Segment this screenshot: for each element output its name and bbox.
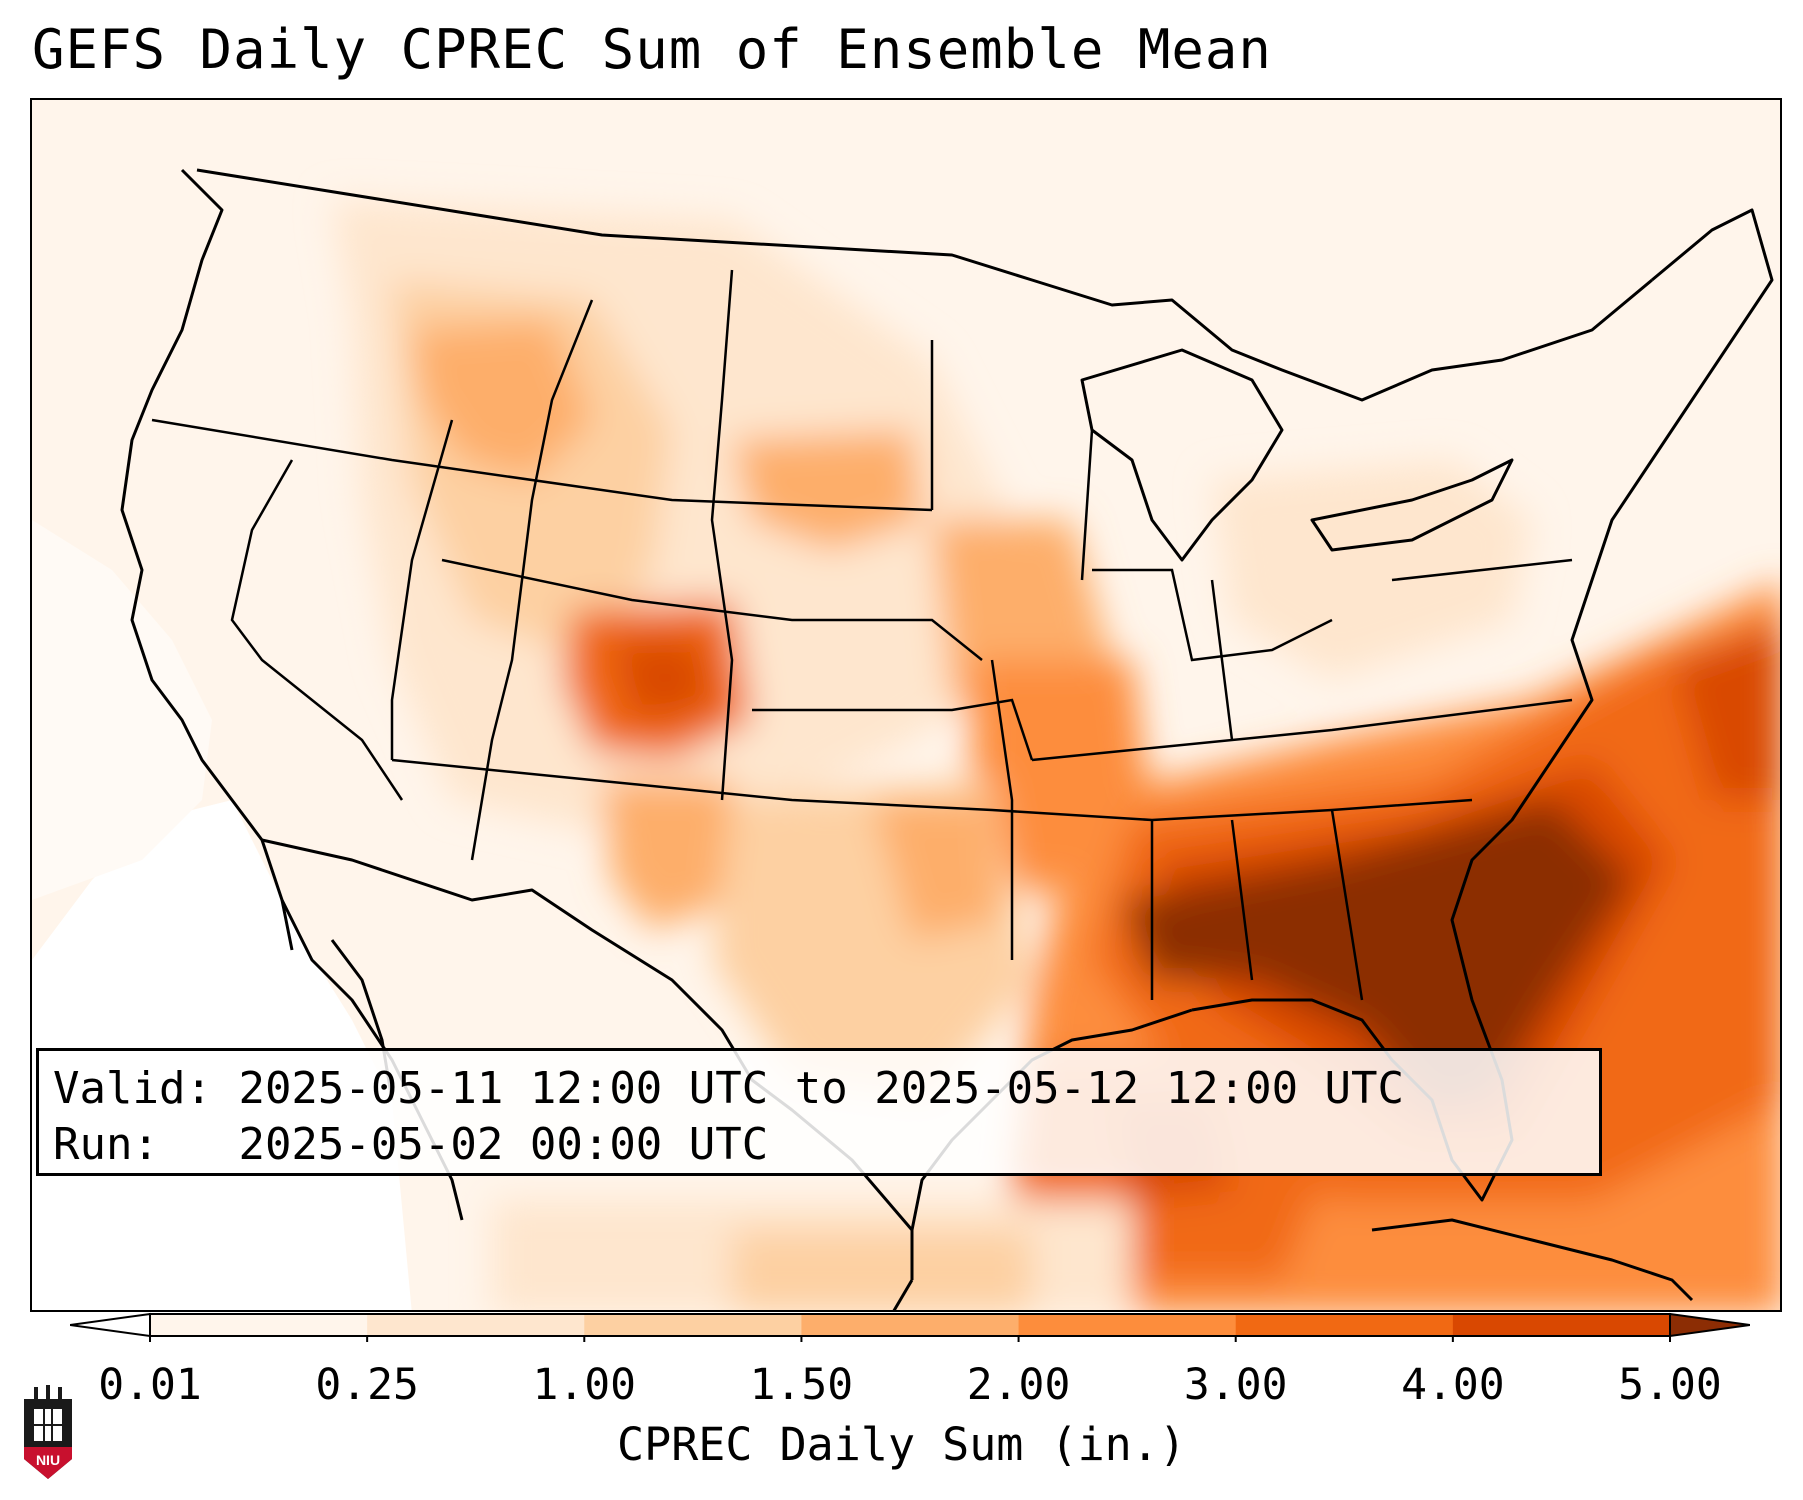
logo-spire-left — [34, 1387, 38, 1401]
map-title: GEFS Daily CPREC Sum of Ensemble Mean — [32, 18, 1272, 81]
logo-text: NIU — [36, 1452, 60, 1468]
colorbar-segment — [584, 1314, 802, 1336]
state-lines — [151, 269, 1573, 1001]
colorbar-segment — [367, 1314, 585, 1336]
colorbar — [69, 1312, 1751, 1342]
colorbar-segment — [1018, 1314, 1237, 1336]
colorbar-outline — [149, 1313, 1671, 1337]
colorbar-tick-label: 0.25 — [315, 1360, 419, 1410]
west-coastline — [120, 168, 294, 951]
run-value: 2025-05-02 00:00 UTC — [238, 1119, 769, 1170]
logo-spire-center — [46, 1385, 50, 1401]
colorbar-tick-label: 5.00 — [1618, 1360, 1722, 1410]
colorbar-segment — [801, 1314, 1020, 1336]
colorbar-label: CPREC Daily Sum (in.) — [617, 1418, 1186, 1471]
pacific-light — [32, 520, 212, 900]
colorbar-tick-label: 3.00 — [1183, 1360, 1288, 1410]
colorbar-segment — [1452, 1314, 1671, 1336]
colorbar-segment — [1235, 1314, 1454, 1336]
niu-tower-logo-icon: NIU — [24, 1385, 72, 1479]
logo-spire-right — [58, 1387, 62, 1401]
valid-run-info-box: Valid: 2025-05-11 12:00 UTC to 2025-05-1… — [36, 1048, 1602, 1176]
colorbar-tick-label: 1.00 — [532, 1360, 637, 1410]
colorbar-tick-label: 0.01 — [98, 1360, 202, 1410]
logo-red-band — [24, 1447, 72, 1479]
run-row: Run: 2025-05-02 00:00 UTC — [53, 1117, 1585, 1173]
colorbar-segment — [150, 1314, 368, 1336]
valid-value: 2025-05-11 12:00 UTC to 2025-05-12 12:00… — [238, 1063, 1405, 1114]
colorbar-extend-min — [69, 1312, 151, 1338]
colorbar-extend-max — [1669, 1312, 1751, 1338]
valid-label: Valid: — [53, 1063, 212, 1114]
colorbar-tick-label: 1.50 — [749, 1360, 854, 1410]
colorbar-tick-label: 4.00 — [1401, 1360, 1505, 1410]
valid-row: Valid: 2025-05-11 12:00 UTC to 2025-05-1… — [53, 1061, 1585, 1117]
run-label: Run: — [53, 1119, 159, 1170]
colorbar-tick-label: 2.00 — [966, 1360, 1071, 1410]
colorbar-svg — [69, 1312, 1751, 1342]
